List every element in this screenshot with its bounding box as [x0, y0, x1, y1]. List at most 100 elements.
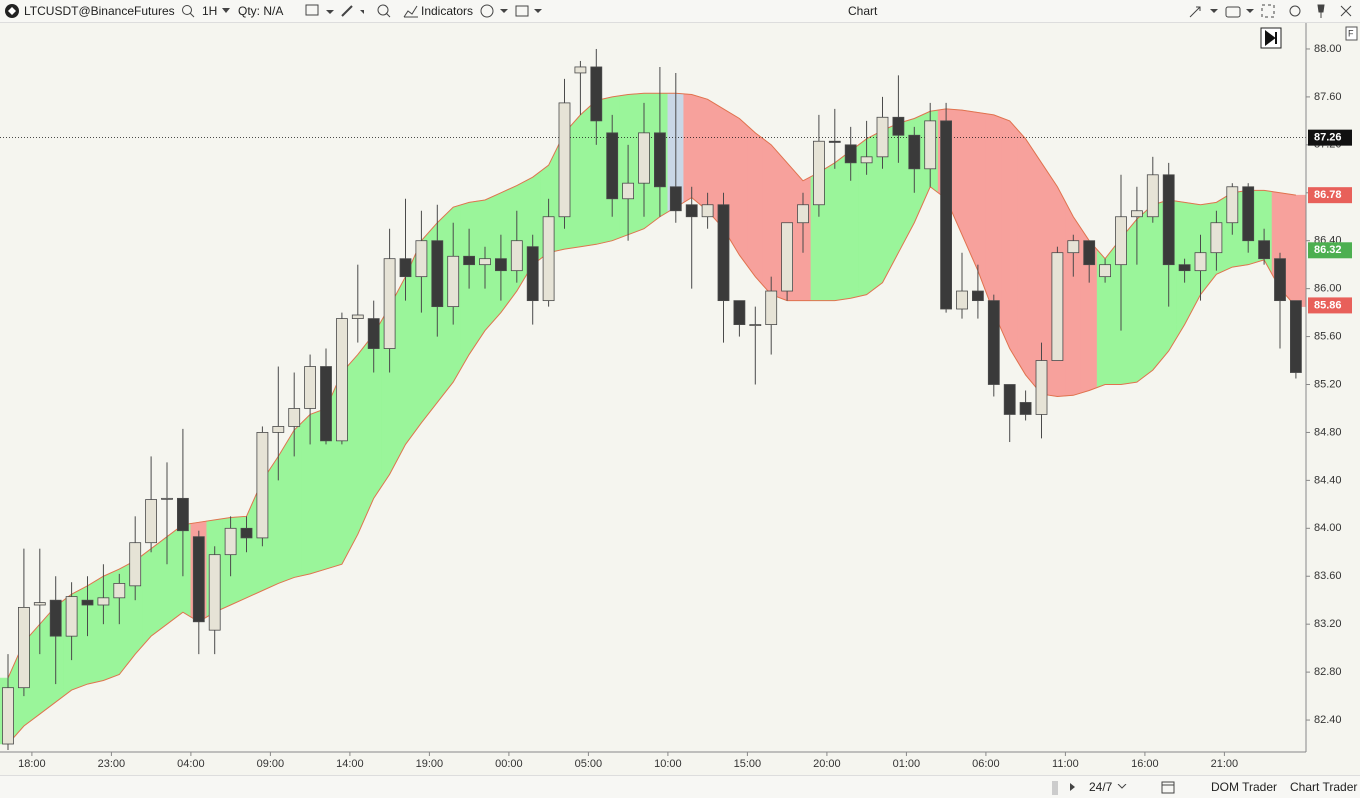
candle-body [685, 204, 698, 218]
candle-body [431, 240, 444, 308]
dom-trader[interactable]: DOM Trader [1211, 780, 1278, 794]
tool-icons[interactable] [304, 3, 364, 19]
band-segment [349, 343, 367, 550]
candle-body [590, 66, 603, 122]
current-price-tag-label: 87.26 [1314, 132, 1342, 144]
candle-body [574, 66, 587, 74]
candle-body [701, 204, 714, 218]
candle-body [176, 497, 189, 532]
candle-body [638, 132, 650, 184]
x-tick-label: 06:00 [972, 758, 1000, 770]
chart-trader[interactable]: Chart Trader [1290, 780, 1358, 794]
candle-body [860, 156, 873, 164]
band-segment [1144, 201, 1162, 377]
candle-body [510, 240, 523, 272]
candle-body [1115, 216, 1127, 266]
band-price-tag-label: 85.86 [1314, 299, 1342, 311]
candle-body [1274, 258, 1286, 302]
candle-body [17, 606, 30, 689]
x-tick-label: 14:00 [336, 758, 364, 770]
window-title: Chart [848, 4, 878, 18]
candle-body [956, 290, 968, 310]
band-price-tag [1308, 187, 1352, 204]
candle-body [65, 596, 78, 637]
scroll-controls[interactable] [1050, 779, 1080, 795]
candle-body [33, 602, 46, 606]
candle-body [2, 687, 14, 745]
timeframe[interactable]: 1H [202, 4, 218, 18]
current-price-tag [1308, 129, 1352, 146]
candle-body [940, 120, 952, 310]
candle-body [1162, 174, 1175, 266]
band-segment [731, 113, 748, 267]
quantity[interactable]: Qty: N/A [238, 4, 284, 18]
candle-body [1258, 240, 1270, 260]
zoom-icon[interactable] [376, 3, 392, 19]
candle-body [304, 366, 317, 409]
x-tick-label: 00:00 [495, 758, 523, 770]
band-price-tag [1308, 297, 1352, 314]
band-segment [1017, 129, 1034, 386]
candle-body [733, 300, 746, 325]
candle-body [542, 216, 555, 302]
x-tick-label: 05:00 [575, 758, 603, 770]
more-icons[interactable] [480, 3, 550, 19]
x-tick-label: 11:00 [1052, 758, 1079, 770]
session[interactable]: 24/7 [1089, 780, 1113, 794]
x-tick-label: 09:00 [257, 758, 285, 770]
search-icon[interactable] [181, 4, 195, 18]
candle-body [987, 300, 1000, 385]
y-tick-label: 83.20 [1314, 618, 1342, 630]
candle-body [208, 554, 221, 631]
candle-body [1003, 384, 1016, 415]
y-tick-label: 85.60 [1314, 330, 1342, 342]
candle-body [320, 366, 332, 442]
candle-body [272, 426, 285, 433]
candle-body [526, 246, 539, 302]
band-edge [7, 186, 1297, 745]
dropdown[interactable] [222, 8, 230, 14]
y-tick-label: 84.80 [1314, 426, 1342, 438]
band-segment [953, 109, 971, 253]
candle-body [1099, 264, 1111, 278]
symbol[interactable]: LTCUSDT@BinanceFutures [24, 4, 175, 18]
candle-body [972, 290, 984, 302]
candle-body [1083, 240, 1096, 266]
candle-body [399, 258, 412, 278]
candle-body [288, 408, 301, 427]
y-tick-label: 82.40 [1314, 714, 1342, 726]
indicators-icon[interactable] [403, 3, 419, 19]
candle-body [479, 258, 491, 266]
candle-body [1178, 264, 1191, 272]
candle-body [781, 222, 793, 292]
band-segment [572, 107, 589, 249]
candle-body [415, 240, 428, 278]
dropdown[interactable] [1117, 784, 1127, 790]
candle-body [1194, 252, 1207, 272]
window-controls[interactable] [1188, 3, 1358, 19]
candle-body [81, 599, 94, 606]
calendar-icon[interactable] [1160, 779, 1176, 795]
y-tick-label: 87.60 [1314, 91, 1342, 103]
x-tick-label: 01:00 [893, 758, 921, 770]
band-segment [969, 110, 987, 292]
y-tick-label: 85.20 [1314, 378, 1342, 390]
candle-body [49, 599, 62, 637]
band-price-tag [1308, 242, 1352, 259]
candle-body [161, 497, 173, 500]
indicators-button[interactable]: Indicators [421, 4, 474, 18]
band-edge [7, 92, 1296, 679]
candle-body [622, 182, 634, 200]
band-segment [1001, 117, 1018, 363]
candle-body [1210, 222, 1223, 254]
candle-body [1146, 174, 1159, 218]
candle-body [113, 583, 126, 599]
y-tick-label: 86.00 [1314, 283, 1342, 295]
x-tick-label: 16:00 [1131, 758, 1159, 770]
candle-body [1035, 360, 1048, 415]
candle-body [383, 258, 396, 349]
logo [5, 4, 19, 18]
x-tick-label: 18:00 [18, 758, 46, 770]
candle-body [192, 536, 205, 623]
